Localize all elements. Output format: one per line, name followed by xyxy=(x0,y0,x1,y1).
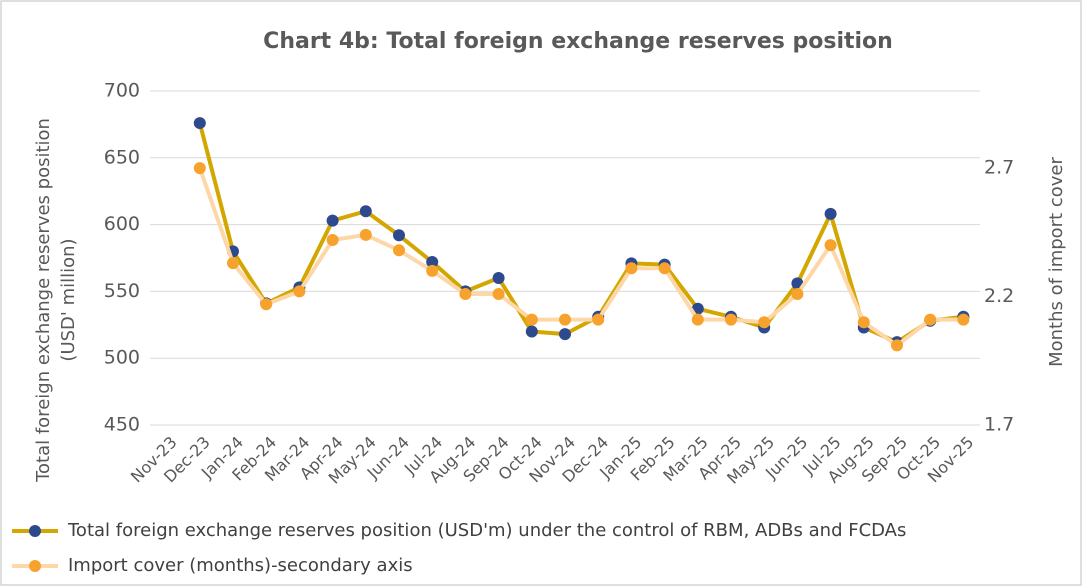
data-point xyxy=(393,229,405,242)
data-point xyxy=(658,262,671,275)
y-tick-label: 650 xyxy=(104,146,140,168)
series-line xyxy=(197,122,964,345)
legend-marker xyxy=(29,560,41,572)
y-axis-label: (USD' million) xyxy=(58,238,79,361)
data-point xyxy=(326,234,339,247)
data-point xyxy=(957,313,970,326)
y2-tick-label: 1.7 xyxy=(984,414,1014,436)
data-point xyxy=(891,339,903,352)
data-point xyxy=(592,313,605,326)
data-point xyxy=(791,287,804,300)
y2-tick-label: 2.2 xyxy=(984,285,1014,307)
y-tick-label: 700 xyxy=(104,80,140,102)
data-point xyxy=(359,205,372,218)
data-point xyxy=(691,313,704,326)
data-point xyxy=(326,214,339,227)
data-point xyxy=(492,272,505,285)
data-point xyxy=(525,313,538,326)
data-point xyxy=(227,257,239,270)
legend-label: Import cover (months)-secondary axis xyxy=(68,555,413,576)
data-point xyxy=(193,162,206,175)
data-point xyxy=(559,328,571,341)
data-point xyxy=(824,239,837,252)
data-point xyxy=(857,316,870,329)
y2-axis-label: Months of import cover xyxy=(1046,157,1067,367)
data-point xyxy=(359,228,372,241)
series-line xyxy=(197,167,964,348)
data-point xyxy=(924,313,937,326)
y2-tick-label: 2.7 xyxy=(984,157,1014,179)
data-point xyxy=(193,117,206,130)
data-point xyxy=(492,287,505,300)
data-point xyxy=(426,256,439,269)
data-point xyxy=(260,298,273,311)
y-axis-label: Total foreign exchange reserves position xyxy=(33,118,54,483)
y-tick-label: 500 xyxy=(104,347,140,369)
y-tick-label: 600 xyxy=(104,213,140,235)
data-point xyxy=(525,325,538,338)
data-point xyxy=(758,316,771,329)
y-tick-label: 550 xyxy=(104,280,140,302)
chart-title: Chart 4b: Total foreign exchange reserve… xyxy=(263,29,893,54)
data-point xyxy=(824,207,837,220)
data-point xyxy=(459,287,472,300)
data-point xyxy=(625,262,638,275)
legend-marker xyxy=(29,525,41,537)
data-point xyxy=(293,285,306,298)
data-point xyxy=(426,264,439,277)
data-point xyxy=(393,244,405,257)
y-tick-label: 450 xyxy=(104,414,140,436)
legend-label: Total foreign exchange reserves position… xyxy=(67,520,906,541)
data-point xyxy=(725,313,737,326)
data-point xyxy=(559,313,571,326)
